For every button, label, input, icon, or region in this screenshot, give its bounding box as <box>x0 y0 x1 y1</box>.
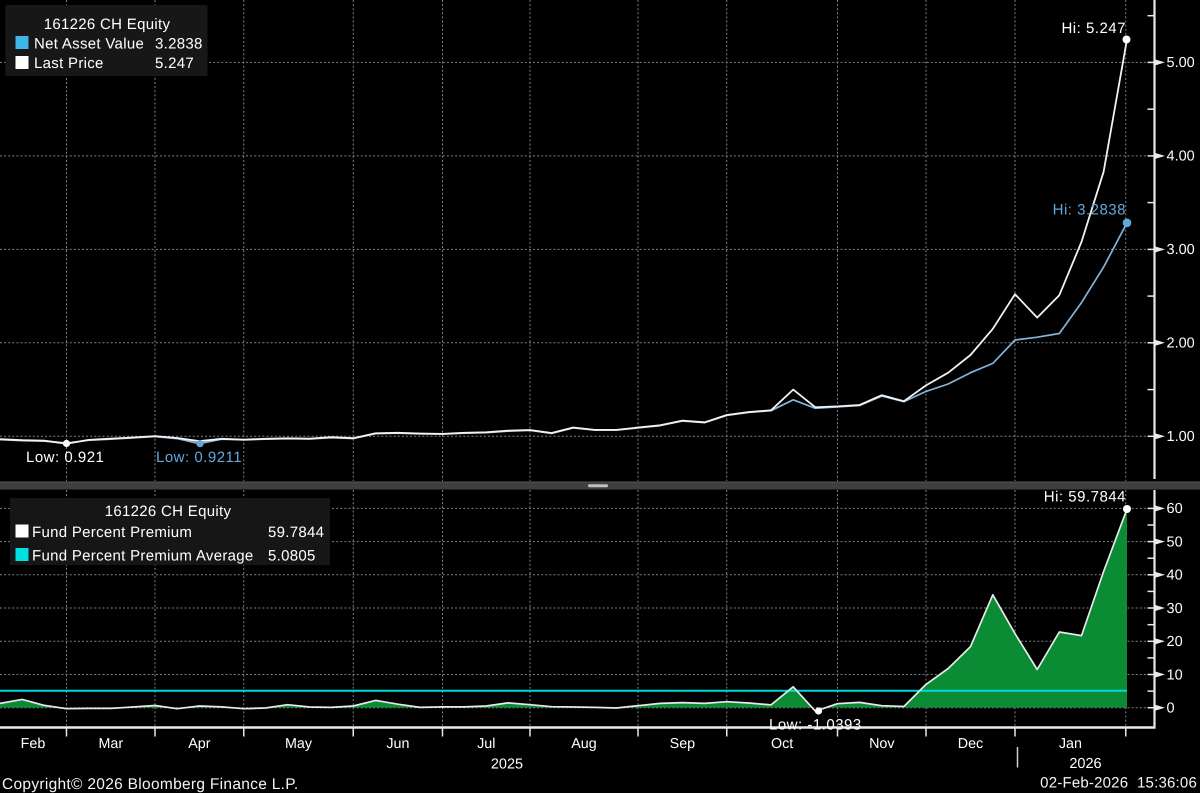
svg-text:May: May <box>285 736 313 752</box>
svg-text:5.00: 5.00 <box>1167 55 1195 71</box>
svg-text:2026: 2026 <box>1069 756 1101 772</box>
svg-text:0: 0 <box>1167 701 1175 717</box>
svg-text:2.00: 2.00 <box>1167 336 1195 352</box>
svg-text:161226 CH Equity: 161226 CH Equity <box>105 503 232 520</box>
svg-text:Mar: Mar <box>98 736 123 752</box>
svg-text:3.2838: 3.2838 <box>155 36 203 53</box>
svg-text:Hi: 3.2838: Hi: 3.2838 <box>1053 202 1126 219</box>
svg-text:60: 60 <box>1167 501 1183 517</box>
svg-text:Hi: 59.7844: Hi: 59.7844 <box>1044 489 1126 506</box>
svg-text:Fund Percent Premium: Fund Percent Premium <box>32 524 192 541</box>
svg-text:Aug: Aug <box>571 736 596 752</box>
svg-text:Apr: Apr <box>188 736 210 752</box>
svg-text:161226 CH Equity: 161226 CH Equity <box>44 16 171 33</box>
svg-text:Low: -1.0393: Low: -1.0393 <box>769 717 862 734</box>
svg-text:10: 10 <box>1167 667 1183 683</box>
svg-text:Net Asset Value: Net Asset Value <box>34 36 144 53</box>
svg-text:02-Feb-2026 15:36:06: 02-Feb-2026 15:36:06 <box>1040 775 1197 792</box>
svg-text:Jun: Jun <box>386 736 409 752</box>
svg-text:5.0805: 5.0805 <box>268 548 316 565</box>
svg-text:50: 50 <box>1167 534 1183 550</box>
svg-text:4.00: 4.00 <box>1167 149 1195 165</box>
svg-text:Nov: Nov <box>869 736 895 752</box>
svg-text:Sep: Sep <box>670 736 695 752</box>
svg-text:20: 20 <box>1167 634 1183 650</box>
svg-text:40: 40 <box>1167 568 1183 584</box>
svg-text:1.00: 1.00 <box>1167 429 1195 445</box>
svg-text:Low: 0.921: Low: 0.921 <box>26 449 104 466</box>
svg-text:Copyright© 2026 Bloomberg Fina: Copyright© 2026 Bloomberg Finance L.P. <box>2 776 299 793</box>
svg-text:Feb: Feb <box>21 736 46 752</box>
svg-text:30: 30 <box>1167 601 1183 617</box>
svg-text:2025: 2025 <box>491 757 523 773</box>
svg-text:Oct: Oct <box>771 736 793 752</box>
svg-text:Fund Percent Premium Average: Fund Percent Premium Average <box>32 548 254 565</box>
svg-text:Last Price: Last Price <box>34 55 104 72</box>
svg-text:Jan: Jan <box>1059 736 1082 752</box>
svg-text:Hi: 5.247: Hi: 5.247 <box>1061 20 1126 37</box>
svg-text:Low: 0.9211: Low: 0.9211 <box>156 449 242 466</box>
svg-text:3.00: 3.00 <box>1167 242 1195 258</box>
svg-text:Dec: Dec <box>958 736 983 752</box>
svg-text:5.247: 5.247 <box>155 55 194 72</box>
svg-text:59.7844: 59.7844 <box>268 524 324 541</box>
svg-text:Jul: Jul <box>477 736 495 752</box>
